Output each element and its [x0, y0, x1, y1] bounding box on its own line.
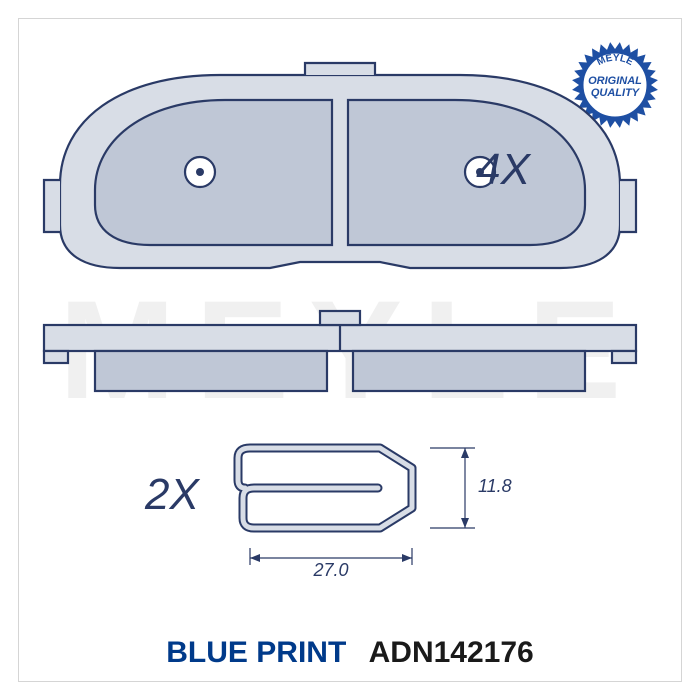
clip-wire-inner: [238, 448, 412, 528]
side-friction-right: [353, 351, 585, 391]
clip-width-label: 27.0: [312, 560, 348, 580]
side-left-ear: [44, 351, 68, 363]
side-right-ear: [612, 351, 636, 363]
side-top-tab: [320, 311, 360, 325]
brake-pad-side-diagram: [40, 305, 640, 400]
clip-diagram: 2X 27.0 11.8: [40, 410, 640, 580]
top-tab: [305, 63, 375, 75]
brake-pad-front-diagram: 4X: [40, 60, 640, 285]
clip-height-label: 11.8: [478, 476, 512, 496]
part-number: ADN142176: [369, 636, 534, 669]
footer: BLUE PRINT ADN142176: [0, 636, 700, 670]
clip-quantity-label: 2X: [145, 470, 199, 520]
pad-quantity-label: 4X: [476, 145, 530, 195]
right-ear: [620, 180, 636, 232]
left-ear: [44, 180, 60, 232]
hole-left-center: [196, 168, 204, 176]
brand-name: BLUE PRINT: [166, 636, 346, 669]
side-friction-left: [95, 351, 327, 391]
